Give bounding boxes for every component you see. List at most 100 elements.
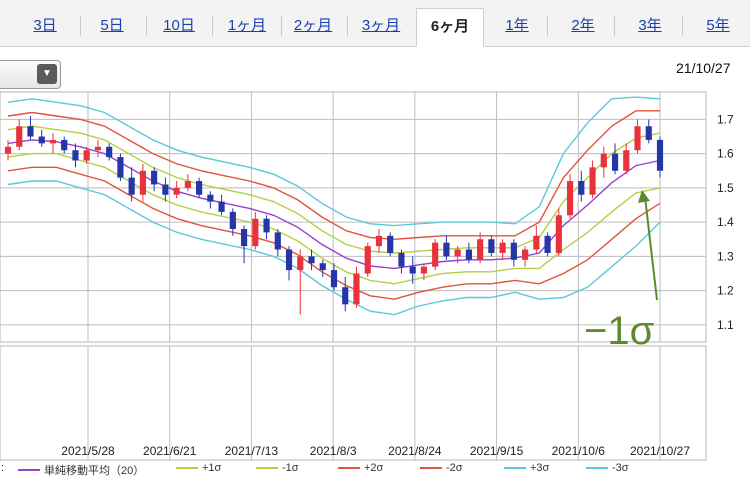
tab-3m[interactable]: 3ヶ月 bbox=[361, 17, 401, 34]
candle-body bbox=[38, 136, 45, 144]
candle-body bbox=[499, 242, 506, 253]
candle-body bbox=[196, 181, 203, 195]
annotation-label: −1σ bbox=[584, 309, 655, 353]
x-tick-label: 2021/7/13 bbox=[225, 444, 279, 458]
candle-body bbox=[510, 242, 517, 260]
latest-date: 21/10/27 bbox=[676, 60, 731, 76]
candle-body bbox=[578, 181, 585, 195]
legend-swatch bbox=[176, 467, 198, 469]
tab-divider bbox=[614, 16, 615, 36]
candle-body bbox=[106, 146, 113, 158]
legend: : 単純移動平均（20） +1σ -1σ +2σ -2σ +3σ -3σ bbox=[0, 462, 750, 480]
legend-item-sma20: 単純移動平均（20） bbox=[18, 462, 144, 478]
candle-body bbox=[375, 235, 383, 247]
candle-body bbox=[634, 126, 641, 151]
indicator-dropdown[interactable]: ▼ bbox=[0, 60, 61, 89]
candle-body bbox=[589, 167, 596, 195]
legend-label: +3σ bbox=[530, 462, 550, 474]
y-tick-label: 1.7 bbox=[717, 112, 734, 126]
tab-divider bbox=[281, 16, 282, 36]
band-line bbox=[7, 110, 660, 241]
tab-divider bbox=[682, 16, 683, 36]
tab-6m[interactable]: 6ヶ月 bbox=[416, 8, 484, 47]
candle-body bbox=[151, 170, 158, 185]
candle-body bbox=[162, 184, 169, 195]
legend-prefix: : bbox=[1, 462, 5, 474]
legend-swatch bbox=[586, 467, 608, 469]
candle-body bbox=[139, 170, 146, 195]
y-tick-label: 1.4 bbox=[717, 215, 734, 229]
candle-body bbox=[477, 239, 484, 260]
candle-body bbox=[645, 126, 652, 140]
candle-body bbox=[173, 187, 180, 195]
candle-body bbox=[443, 242, 450, 257]
legend-label: -3σ bbox=[612, 462, 629, 474]
legend-item-minus3s: -3σ bbox=[586, 462, 629, 474]
candle-body bbox=[4, 146, 12, 154]
candle-body bbox=[544, 235, 551, 253]
tab-2y[interactable]: 2年 bbox=[571, 17, 595, 34]
candlesticks bbox=[4, 115, 664, 315]
legend-item-plus3s: +3σ bbox=[504, 462, 549, 474]
tab-1y[interactable]: 1年 bbox=[505, 17, 529, 34]
band-line bbox=[7, 125, 661, 254]
legend-swatch bbox=[338, 467, 360, 469]
tab-divider bbox=[212, 16, 213, 36]
tab-10d[interactable]: 10日 bbox=[163, 17, 195, 34]
tab-divider bbox=[146, 16, 147, 36]
period-tab-bar: 3日 5日 10日 1ヶ月 2ヶ月 3ヶ月 6ヶ月 1年 2年 3年 5年 bbox=[0, 0, 750, 47]
tab-5y[interactable]: 5年 bbox=[706, 17, 730, 34]
candle-body bbox=[488, 239, 495, 253]
candle-body bbox=[533, 235, 540, 250]
candle-body bbox=[61, 139, 68, 151]
band-line bbox=[7, 139, 661, 270]
tab-2m[interactable]: 2ヶ月 bbox=[293, 17, 333, 34]
legend-item-plus2s: +2σ bbox=[338, 462, 383, 474]
candle-body bbox=[240, 228, 248, 247]
legend-item-minus2s: -2σ bbox=[420, 462, 463, 474]
candle-body bbox=[342, 287, 349, 305]
candle-body bbox=[432, 242, 439, 267]
y-tick-label: 1.2 bbox=[717, 284, 734, 298]
candle-body bbox=[72, 150, 79, 161]
candle-body bbox=[656, 139, 664, 171]
candle-body bbox=[117, 157, 124, 178]
tab-3y[interactable]: 3年 bbox=[638, 17, 662, 34]
y-tick-label: 1.6 bbox=[717, 147, 734, 161]
x-tick-label: 2021/8/24 bbox=[388, 444, 442, 458]
tab-1m[interactable]: 1ヶ月 bbox=[227, 17, 267, 34]
legend-label: -2σ bbox=[446, 462, 463, 474]
candle-body bbox=[522, 249, 529, 260]
candle-body bbox=[83, 150, 90, 161]
candle-body bbox=[319, 263, 326, 271]
candle-body bbox=[409, 266, 416, 274]
candle-body bbox=[27, 126, 34, 137]
lower-panel bbox=[0, 345, 707, 461]
chevron-down-icon[interactable]: ▼ bbox=[37, 64, 57, 84]
y-tick-label: 1.3 bbox=[717, 249, 734, 263]
price-panel bbox=[0, 91, 707, 343]
candle-body bbox=[184, 181, 191, 188]
y-axis-ticks: 1.1 1.2 1.3 1.4 1.5 1.6 1.7 bbox=[717, 112, 734, 331]
legend-swatch bbox=[420, 467, 442, 469]
candle-body bbox=[454, 249, 461, 257]
y-tick-label: 1.1 bbox=[717, 318, 734, 332]
bollinger-bands bbox=[7, 96, 661, 316]
candle-body bbox=[566, 181, 574, 216]
x-tick-label: 2021/6/21 bbox=[143, 444, 197, 458]
legend-label: -1σ bbox=[282, 462, 299, 474]
candle-body bbox=[94, 146, 102, 151]
band-line bbox=[7, 96, 661, 227]
x-axis-ticks: 2021/5/28 2021/6/21 2021/7/13 2021/8/3 2021/… bbox=[61, 444, 690, 458]
candle-body bbox=[297, 256, 304, 271]
candle-body bbox=[218, 201, 225, 212]
candle-body bbox=[600, 153, 607, 168]
legend-label: +2σ bbox=[364, 462, 384, 474]
tab-5d[interactable]: 5日 bbox=[100, 17, 124, 34]
tab-divider bbox=[80, 16, 81, 36]
candle-body bbox=[387, 235, 394, 253]
tab-3d[interactable]: 3日 bbox=[33, 17, 57, 34]
candle-body bbox=[16, 126, 23, 147]
annotation-arrow-head bbox=[638, 190, 650, 203]
y-tick-label: 1.5 bbox=[717, 181, 734, 195]
